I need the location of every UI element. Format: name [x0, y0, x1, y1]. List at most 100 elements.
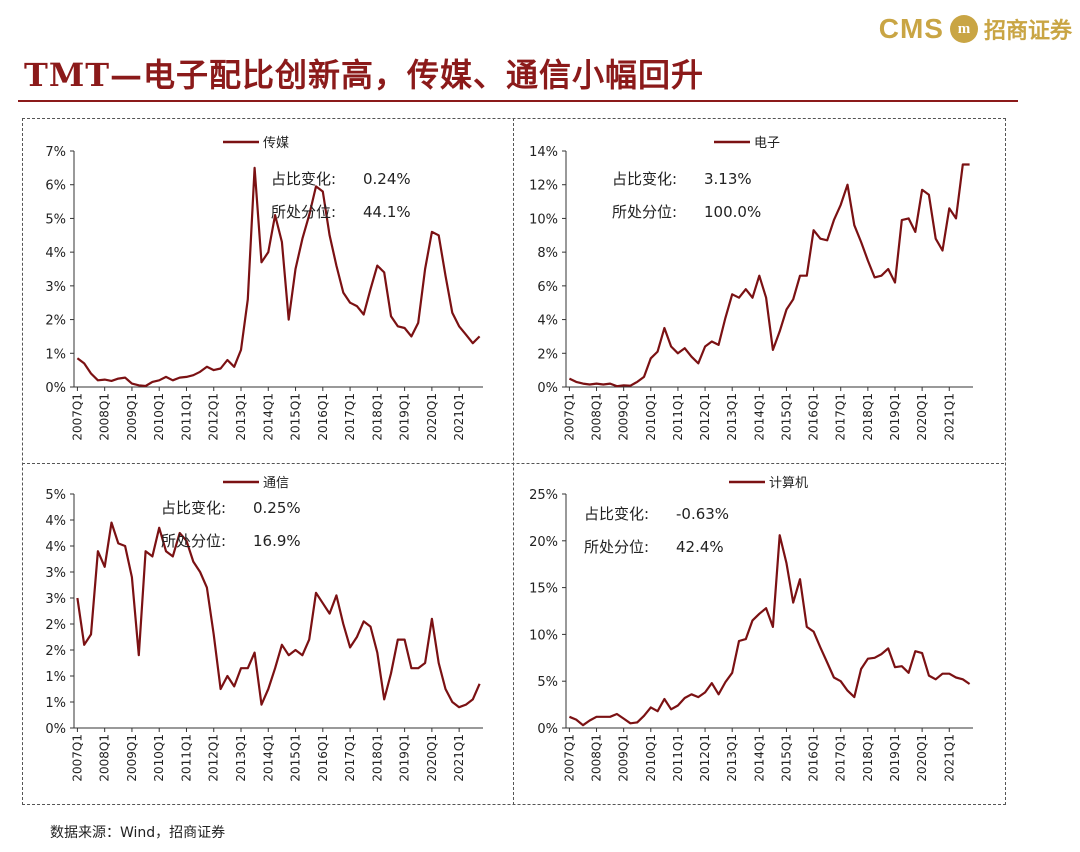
annotation-percentile-label: 所处分位: [584, 538, 649, 556]
x-tick-label: 2020Q1 [915, 734, 929, 782]
x-tick-label: 2021Q1 [452, 393, 466, 441]
y-tick-label: 14% [529, 145, 558, 160]
x-tick-label: 2017Q1 [343, 393, 357, 441]
y-tick-label: 25% [529, 488, 558, 503]
x-tick-label: 2020Q1 [915, 393, 929, 441]
x-tick-label: 2010Q1 [644, 734, 658, 782]
x-tick-label: 2021Q1 [942, 393, 956, 441]
x-tick-label: 2019Q1 [398, 393, 412, 441]
series-line-computer [568, 534, 971, 727]
series-line-media [76, 166, 481, 388]
annotation-change-label: 占比变化: [584, 505, 649, 523]
x-tick-label: 2016Q1 [807, 734, 821, 782]
annotation-percentile-value: 16.9% [253, 532, 301, 550]
x-tick-label: 2012Q1 [698, 393, 712, 441]
y-tick-label: 5% [537, 675, 558, 690]
annotation-change-value: 3.13% [704, 170, 752, 188]
chart-grid-vertical-divider [513, 118, 514, 805]
x-tick-label: 2007Q1 [562, 734, 576, 782]
brand-logo: CMS m 招商证券 [879, 12, 1072, 46]
chart-computer-svg: 25% 20% 15% 10% 5% 0% 2007Q1 2008Q1 2009Q1 2010Q1… [529, 476, 973, 782]
x-tick-label: 2009Q1 [617, 393, 631, 441]
x-tick-label: 2019Q1 [888, 393, 902, 441]
x-tick-label: 2016Q1 [316, 393, 330, 441]
legend-label: 通信 [263, 476, 289, 491]
x-tick-label: 2020Q1 [425, 393, 439, 441]
annotation-percentile-label: 所处分位: [612, 203, 677, 221]
annotation-change-value: -0.63% [676, 505, 729, 523]
x-tick-label: 2014Q1 [752, 393, 766, 441]
y-tick-label: 1% [45, 670, 66, 685]
x-tick-label: 2015Q1 [779, 393, 793, 441]
logo-mark-icon: m [949, 15, 978, 43]
chart-grid-horizontal-divider [22, 463, 1004, 464]
annotation-change-value: 0.25% [253, 499, 301, 517]
x-tick-label: 2012Q1 [207, 393, 221, 441]
y-tick-label: 5% [45, 488, 66, 503]
x-tick-label: 2009Q1 [125, 734, 139, 782]
x-tick-label: 2010Q1 [152, 393, 166, 441]
y-tick-label: 8% [537, 246, 558, 261]
y-tick-label: 3% [45, 280, 66, 295]
x-tick-label: 2008Q1 [590, 393, 604, 441]
annotation-change-label: 占比变化: [161, 499, 226, 517]
y-tick-label: 12% [529, 179, 558, 194]
y-tick-label: 3% [45, 566, 66, 581]
x-tick-label: 2015Q1 [289, 393, 303, 441]
y-tick-label: 2% [45, 644, 66, 659]
chart-telecom: 5% 4% 4% 3% 3% 2% 2% 1% 1% 0% 2007Q1 2008Q1 2009Q1 20… [23, 464, 513, 803]
chart-grid-frame [22, 118, 1006, 805]
logo-cms-text: CMS [878, 13, 944, 44]
x-tick-label: 2017Q1 [834, 734, 848, 782]
y-tick-label: 2% [45, 618, 66, 633]
x-tick-label: 2018Q1 [861, 734, 875, 782]
y-tick-label: 1% [45, 347, 66, 362]
y-tick-label: 0% [45, 722, 66, 737]
y-tick-label: 2% [45, 314, 66, 329]
x-tick-label: 2015Q1 [779, 734, 793, 782]
annotation-percentile-label: 所处分位: [271, 203, 336, 221]
x-tick-label: 2007Q1 [562, 393, 576, 441]
legend-label: 电子 [754, 136, 780, 151]
annotation-percentile-value: 44.1% [363, 203, 411, 221]
y-tick-label: 2% [537, 347, 558, 362]
x-tick-label: 2008Q1 [98, 393, 112, 441]
x-tick-label: 2011Q1 [671, 393, 685, 441]
page-title: TMT—电子配比创新高，传媒、通信小幅回升 [24, 56, 705, 94]
chart-computer: 25% 20% 15% 10% 5% 0% 2007Q1 2008Q1 2009Q1 2010Q1… [514, 464, 1004, 803]
y-tick-label: 1% [45, 696, 66, 711]
legend-label: 计算机 [769, 476, 808, 491]
annotation-percentile-value: 100.0% [704, 203, 761, 221]
x-tick-label: 2018Q1 [861, 393, 875, 441]
x-tick-label: 2016Q1 [316, 734, 330, 782]
series-line-telecom [76, 521, 481, 709]
chart-media: 7% 6% 5% 4% 3% 2% 1% 0% 2007Q1 2008Q1 2009Q1 2010Q1… [23, 119, 513, 463]
y-tick-label: 10% [529, 212, 558, 227]
y-tick-label: 6% [537, 280, 558, 295]
logo-cn-text: 招商证券 [983, 18, 1072, 44]
x-tick-label: 2012Q1 [698, 734, 712, 782]
x-tick-label: 2015Q1 [289, 734, 303, 782]
y-tick-label: 0% [45, 381, 66, 396]
chart-electronics-svg: 14% 12% 10% 8% 6% 4% 2% 0% 2007Q1 2008Q1 2009Q1 201… [529, 136, 973, 441]
x-tick-label: 2013Q1 [725, 393, 739, 441]
x-tick-label: 2020Q1 [425, 734, 439, 782]
x-tick-label: 2009Q1 [617, 734, 631, 782]
x-tick-label: 2010Q1 [644, 393, 658, 441]
x-tick-label: 2008Q1 [590, 734, 604, 782]
y-tick-label: 4% [45, 514, 66, 529]
x-tick-label: 2019Q1 [888, 734, 902, 782]
x-tick-label: 2007Q1 [70, 734, 84, 782]
x-tick-label: 2014Q1 [261, 393, 275, 441]
x-tick-label: 2013Q1 [234, 393, 248, 441]
y-tick-label: 4% [45, 246, 66, 261]
series-line-electronics [568, 163, 970, 388]
x-tick-label: 2019Q1 [398, 734, 412, 782]
x-tick-label: 2014Q1 [752, 734, 766, 782]
x-tick-label: 2018Q1 [370, 734, 384, 782]
annotation-percentile-label: 所处分位: [161, 532, 226, 550]
y-tick-label: 5% [45, 212, 66, 227]
x-tick-label: 2021Q1 [942, 734, 956, 782]
x-tick-label: 2016Q1 [807, 393, 821, 441]
y-tick-label: 4% [45, 540, 66, 555]
